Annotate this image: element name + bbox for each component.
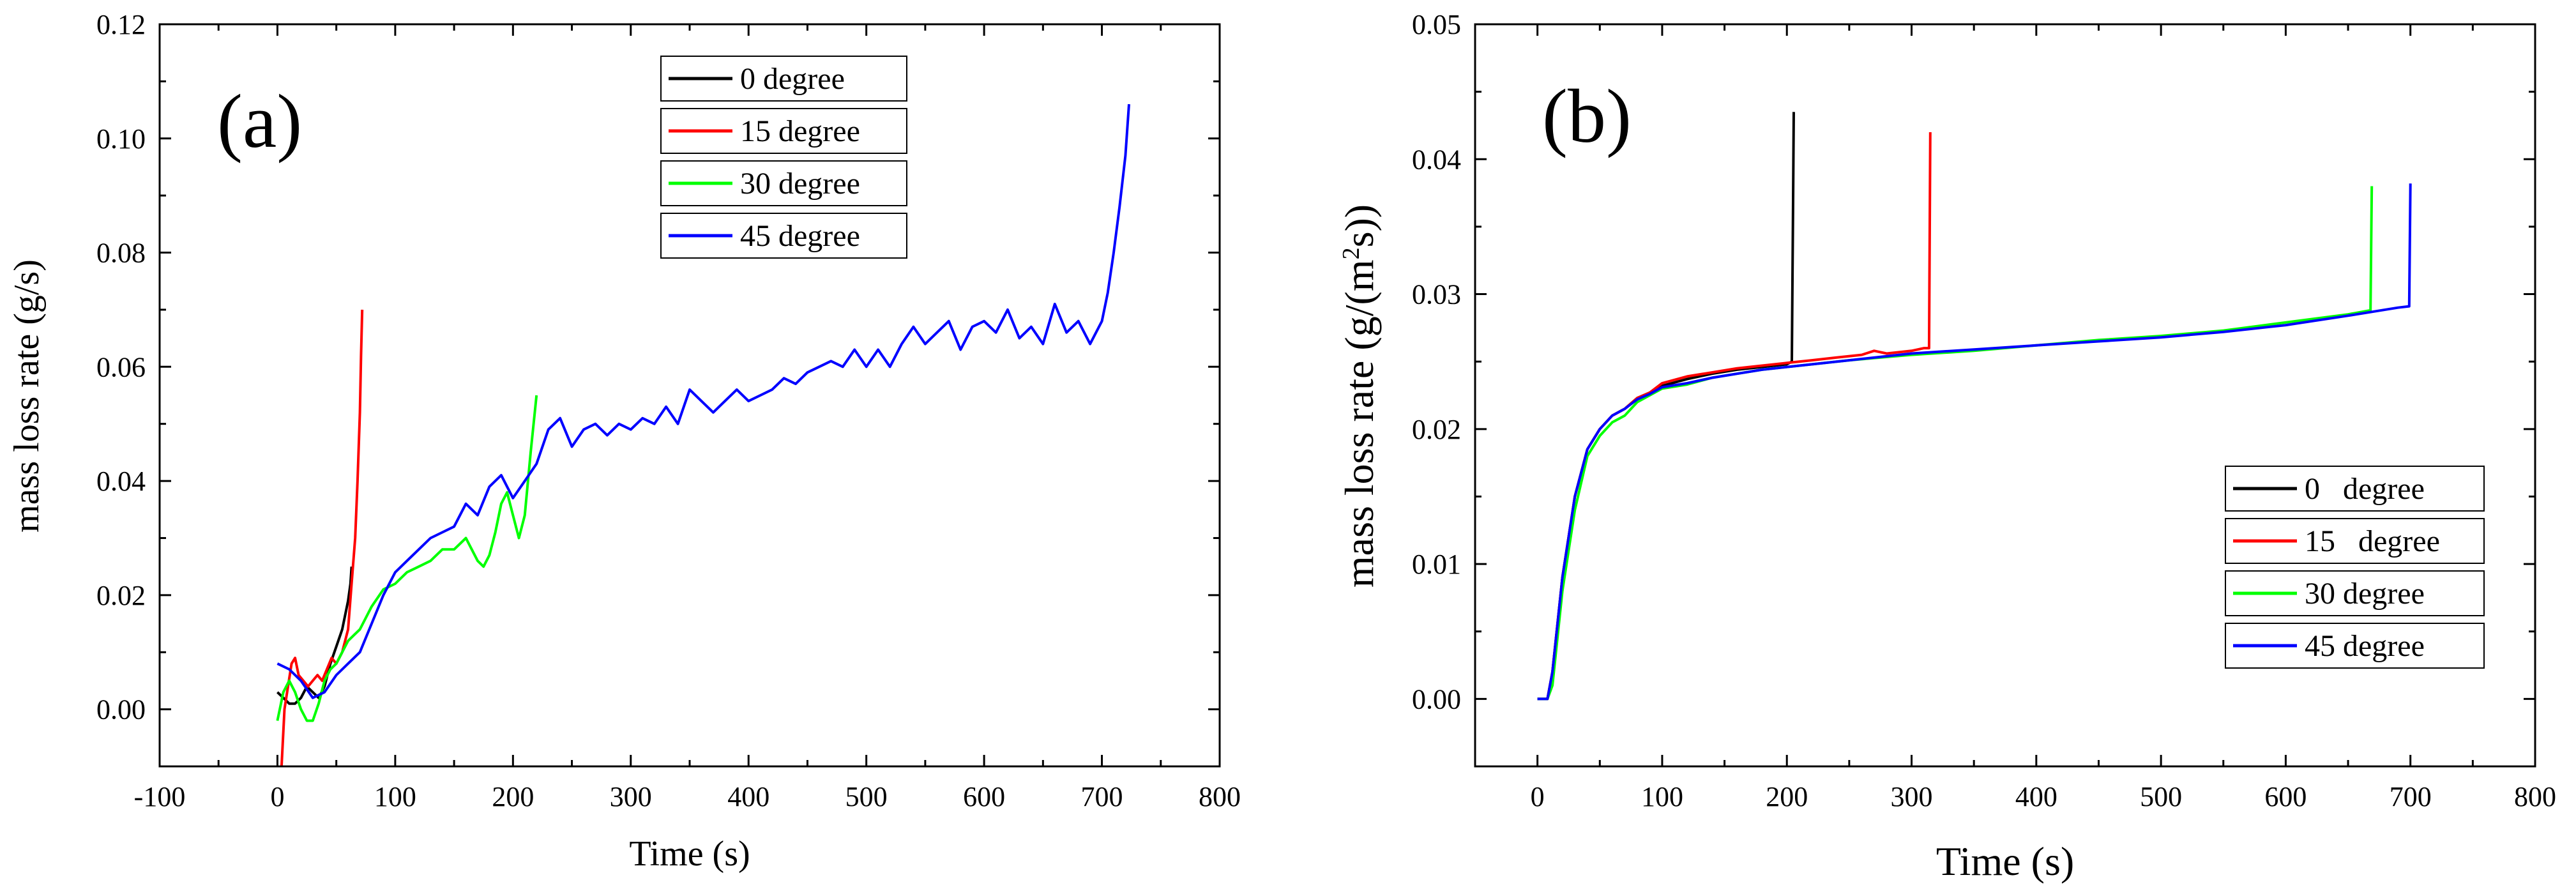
chart-b-x-tick-label-8: 800 [2514,781,2556,812]
chart-a-legend-label-2: 30 degree [740,167,860,201]
chart-a-x-tick-label-2: 100 [374,781,416,812]
chart-a-panel-label: (a) [217,79,302,163]
chart-b-x-tick-label-3: 300 [1891,781,1933,812]
chart-a-series-line-0 [277,566,353,705]
chart-b-x-tick-label-6: 600 [2264,781,2307,812]
chart-b-legend-label-0: 0 degree [2305,472,2425,506]
chart-b-y-tick-label-1: 0.01 [1412,549,1461,580]
chart-b-y-tick-label-3: 0.03 [1412,279,1461,310]
chart-a-x-axis: -100 0 100 200 300 400 500 600 700 800 [134,24,1241,812]
chart-b-x-tick-label-4: 400 [2015,781,2057,812]
chart-a-y-axis-title: mass loss rate (g/s) [7,259,47,533]
chart-b-series-line-1 [1537,132,1932,701]
chart-b-y-axis-title-main: mass loss rate (g/(m [1337,259,1382,588]
chart-a-x-tick-label-0: -100 [134,781,186,812]
chart-b-y-axis: 0.00 0.01 0.02 0.03 0.04 0.05 [1412,9,2535,715]
chart-a-x-tick-label-5: 400 [727,781,769,812]
chart-b-series-line-0 [1537,112,1795,701]
chart-a: -100 0 100 200 300 400 500 600 700 800 0.000.020.… [7,9,1241,874]
chart-a-series-line-1 [280,309,364,766]
chart-a-y-tick-label-5: 0.10 [96,123,146,155]
chart-b-y-axis-title-sup: 2 [1338,247,1365,259]
chart-a-series-line-3 [277,103,1130,699]
chart-a-x-tick-label-1: 0 [270,781,284,812]
chart-b-x-tick-label-1: 100 [1641,781,1683,812]
chart-a-legend-label-0: 0 degree [740,62,845,96]
chart-b-series-line-2 [1537,186,2374,701]
chart-a-x-tick-label-6: 500 [845,781,888,812]
chart-a-y-tick-label-4: 0.08 [96,238,146,269]
chart-a-legend-label-1: 15 degree [740,114,860,148]
chart-b-y-tick-label-5: 0.05 [1412,9,1461,40]
chart-a-x-tick-label-9: 800 [1199,781,1241,812]
chart-a-y-tick-label-6: 0.12 [96,9,146,40]
chart-b-y-axis-title-tail: s)) [1337,204,1382,248]
chart-b-y-tick-label-0: 0.00 [1412,683,1461,715]
chart-b-y-axis-title: mass loss rate (g/(m2s)) [1337,204,1382,588]
chart-b-series-group [1537,112,2412,701]
chart-a-x-tick-label-8: 700 [1081,781,1123,812]
chart-a-y-tick-label-2: 0.04 [96,466,146,497]
chart-b-panel-label: (b) [1542,73,1632,158]
chart-b-series-line-3 [1537,183,2412,701]
chart-a-x-tick-label-3: 200 [492,781,534,812]
chart-b-x-tick-label-2: 200 [1766,781,1808,812]
chart-a-x-tick-label-7: 600 [963,781,1005,812]
chart-b-y-tick-label-4: 0.04 [1412,144,1461,175]
chart-b-x-tick-label-0: 0 [1531,781,1545,812]
chart-b-x-tick-label-7: 700 [2390,781,2432,812]
chart-b-legend-label-3: 45 degree [2305,629,2425,663]
chart-b-legend: 0 degree 15 degree 30 degree 45 degree [2225,466,2485,669]
chart-b: 0 100 200 300 400 500 600 700 800 0.000.010.020.… [1337,9,2556,884]
chart-a-series-group [276,103,1130,766]
chart-b-y-tick-label-2: 0.02 [1412,414,1461,445]
chart-a-y-tick-label-3: 0.06 [96,351,146,383]
chart-b-x-axis-title: Time (s) [1936,839,2074,884]
chart-a-x-axis-title: Time (s) [629,834,750,874]
chart-b-x-axis: 0 100 200 300 400 500 600 700 800 [1531,24,2556,812]
chart-a-x-tick-label-4: 300 [610,781,652,812]
chart-b-legend-box-1 [2225,518,2485,564]
chart-b-legend-label-2: 30 degree [2305,577,2425,611]
chart-a-legend: 0 degree 15 degree 30 degree 45 degree [660,56,907,259]
chart-a-y-axis: 0.00 0.02 0.04 0.06 0.08 0.10 0.12 [96,9,1220,726]
chart-b-frame [1474,23,2536,768]
chart-a-y-tick-label-1: 0.02 [96,580,146,611]
chart-b-x-tick-label-5: 500 [2140,781,2182,812]
chart-a-legend-label-3: 45 degree [740,219,860,253]
chart-b-legend-label-1: 15 degree [2305,524,2440,558]
chart-a-y-tick-label-0: 0.00 [96,694,146,726]
chart-a-series-line-2 [276,395,538,722]
